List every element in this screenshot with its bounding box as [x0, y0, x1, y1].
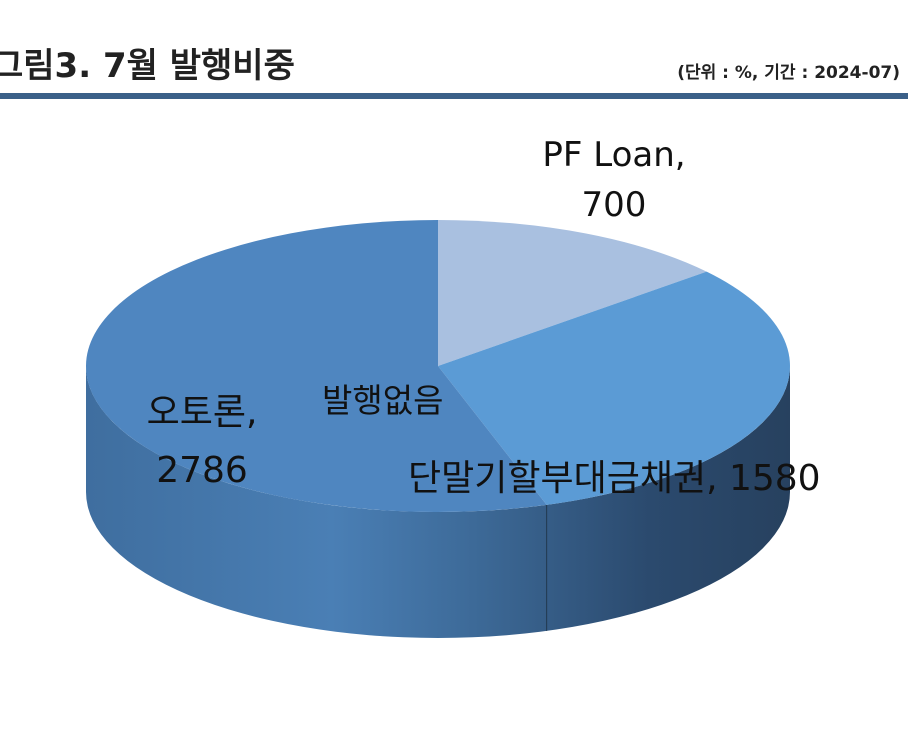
pie-slice-1	[438, 271, 790, 505]
slice-label-0: PF Loan, 700	[542, 135, 685, 225]
pie-side-wall	[86, 366, 790, 638]
title-rule	[0, 93, 908, 99]
slice-label-2: 오토론, 2786	[147, 392, 258, 491]
annotation-0: 발행없음	[322, 381, 443, 420]
pie-labels: PF Loan, 700 단말기할부대금채권, 1580 오토론, 2786 발행없음	[147, 135, 821, 499]
chart-title: 그림3. 7월 발행비중	[0, 46, 295, 86]
pie-slice-0	[438, 220, 707, 366]
unit-note: (단위 : %, 기간 : 2024-07)	[677, 63, 900, 83]
slice-label-1: 단말기할부대금채권, 1580	[408, 458, 821, 499]
pie-slice-2	[86, 220, 547, 512]
pie-top-slices	[86, 220, 790, 512]
pie-side-walls	[86, 366, 790, 638]
